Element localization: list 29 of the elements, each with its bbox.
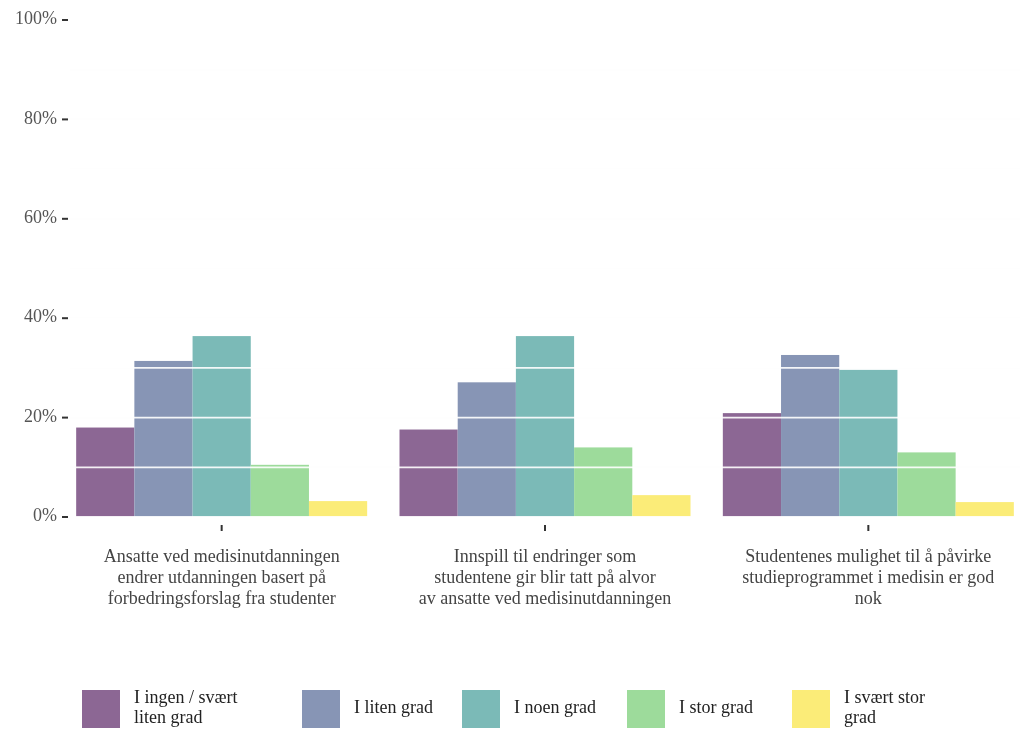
bar <box>781 354 840 517</box>
bar <box>897 452 956 517</box>
y-tick-label: 60% <box>24 206 57 227</box>
y-tick-label: 80% <box>24 107 57 128</box>
x-tick-label: Studentenes mulighet til å påvirke studieprogrammet i medisin er god nok <box>742 546 995 608</box>
x-tick-label: Innspill til endringer som studentene gir blir tatt på alvor av ansatte ved medisinutdanningen <box>418 546 672 608</box>
bar <box>76 427 135 517</box>
bar <box>250 464 309 517</box>
y-tick-label: 0% <box>33 505 57 526</box>
bar <box>515 336 575 517</box>
bar <box>839 369 898 517</box>
legend-label: I svært stor grad <box>844 687 926 728</box>
bar <box>574 447 633 517</box>
legend-label: I ingen / svært liten grad <box>134 687 238 728</box>
x-tick-label: Ansatte ved medisinutdanningen endrer utdanningen basert på forbedringsforslag fra studenter <box>103 546 340 608</box>
y-tick-label: 20% <box>24 405 57 426</box>
y-tick-label: 40% <box>24 306 57 327</box>
legend-label: I liten grad <box>354 697 433 718</box>
bar <box>632 495 691 517</box>
bar <box>457 382 516 517</box>
bar <box>722 413 782 517</box>
bar <box>308 501 368 517</box>
legend-label: I stor grad <box>679 697 753 718</box>
bar <box>955 502 1014 517</box>
y-tick-label: 100% <box>15 8 57 29</box>
legend-label: I noen grad <box>514 697 596 718</box>
bar <box>134 360 193 517</box>
bar <box>399 429 458 517</box>
bar <box>192 336 251 517</box>
